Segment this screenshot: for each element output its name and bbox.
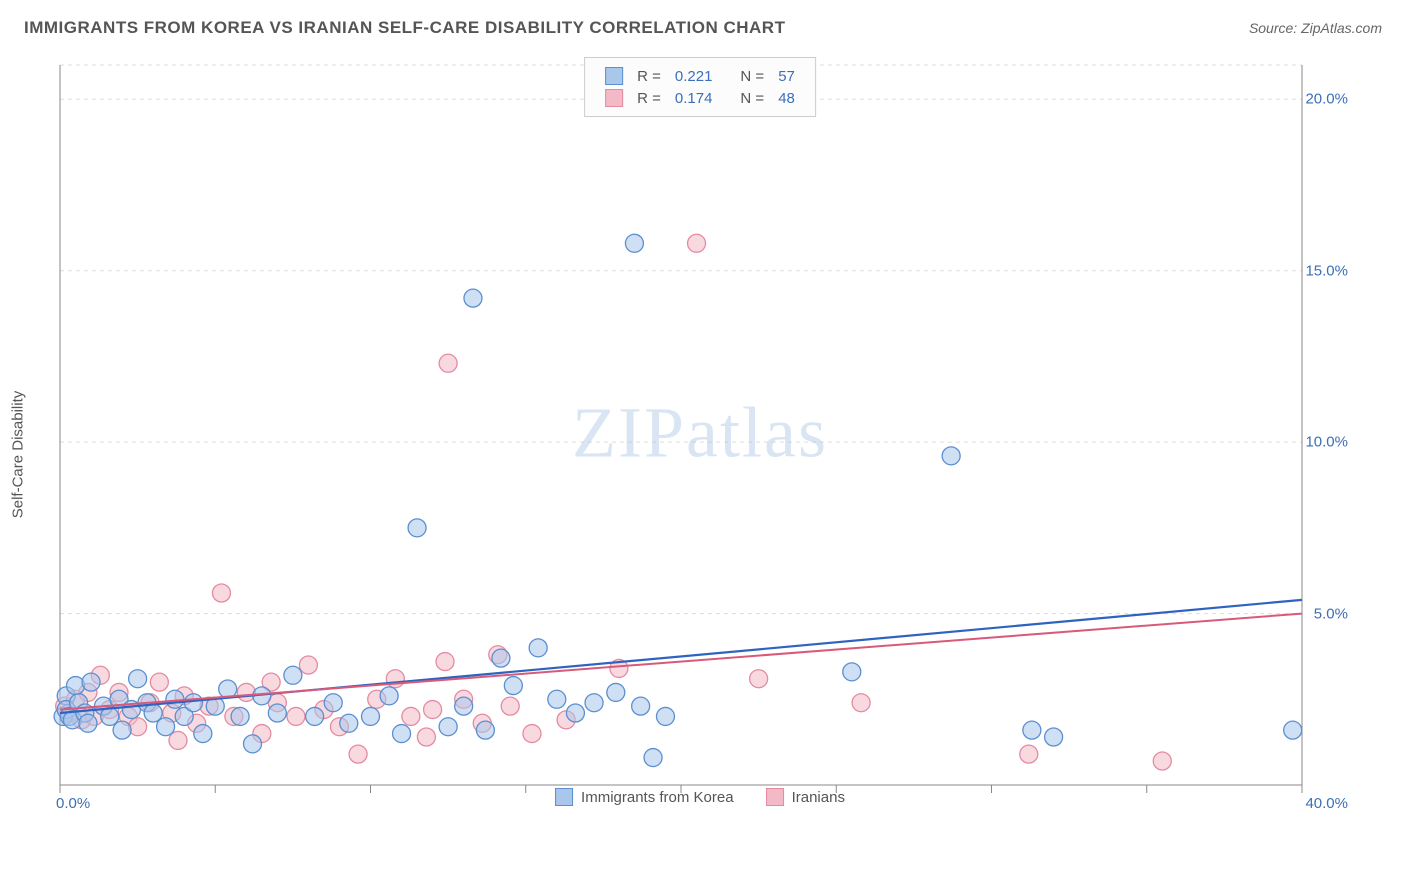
scatter-plot bbox=[50, 55, 1350, 810]
source-attribution: Source: ZipAtlas.com bbox=[1249, 20, 1382, 36]
header: IMMIGRANTS FROM KOREA VS IRANIAN SELF-CA… bbox=[24, 18, 1382, 38]
y-tick-label: 20.0% bbox=[1305, 91, 1348, 108]
swatch-korea-bottom bbox=[555, 788, 573, 806]
chart-area: ZIPatlas R = 0.221 N = 57 R = 0.174 N = … bbox=[50, 55, 1350, 810]
n-value-korea: 57 bbox=[772, 66, 801, 86]
x-tick-label: 0.0% bbox=[56, 795, 90, 812]
y-axis-label: Self-Care Disability bbox=[10, 391, 27, 519]
swatch-korea bbox=[605, 67, 623, 85]
r-value-iranians: 0.174 bbox=[669, 88, 719, 108]
x-tick-label: 40.0% bbox=[1305, 795, 1348, 812]
y-tick-label: 15.0% bbox=[1305, 262, 1348, 279]
r-value-korea: 0.221 bbox=[669, 66, 719, 86]
swatch-iranians bbox=[605, 89, 623, 107]
y-tick-label: 5.0% bbox=[1314, 605, 1348, 622]
legend-item-korea: Immigrants from Korea bbox=[555, 788, 734, 806]
legend-item-iranians: Iranians bbox=[766, 788, 845, 806]
n-value-iranians: 48 bbox=[772, 88, 801, 108]
legend-row-korea: R = 0.221 N = 57 bbox=[599, 66, 801, 86]
source-link[interactable]: ZipAtlas.com bbox=[1301, 20, 1382, 36]
page-title: IMMIGRANTS FROM KOREA VS IRANIAN SELF-CA… bbox=[24, 18, 785, 38]
swatch-iranians-bottom bbox=[766, 788, 784, 806]
legend-row-iranians: R = 0.174 N = 48 bbox=[599, 88, 801, 108]
y-tick-label: 10.0% bbox=[1305, 434, 1348, 451]
correlation-legend: R = 0.221 N = 57 R = 0.174 N = 48 bbox=[584, 57, 816, 117]
series-legend: Immigrants from Korea Iranians bbox=[555, 788, 845, 806]
